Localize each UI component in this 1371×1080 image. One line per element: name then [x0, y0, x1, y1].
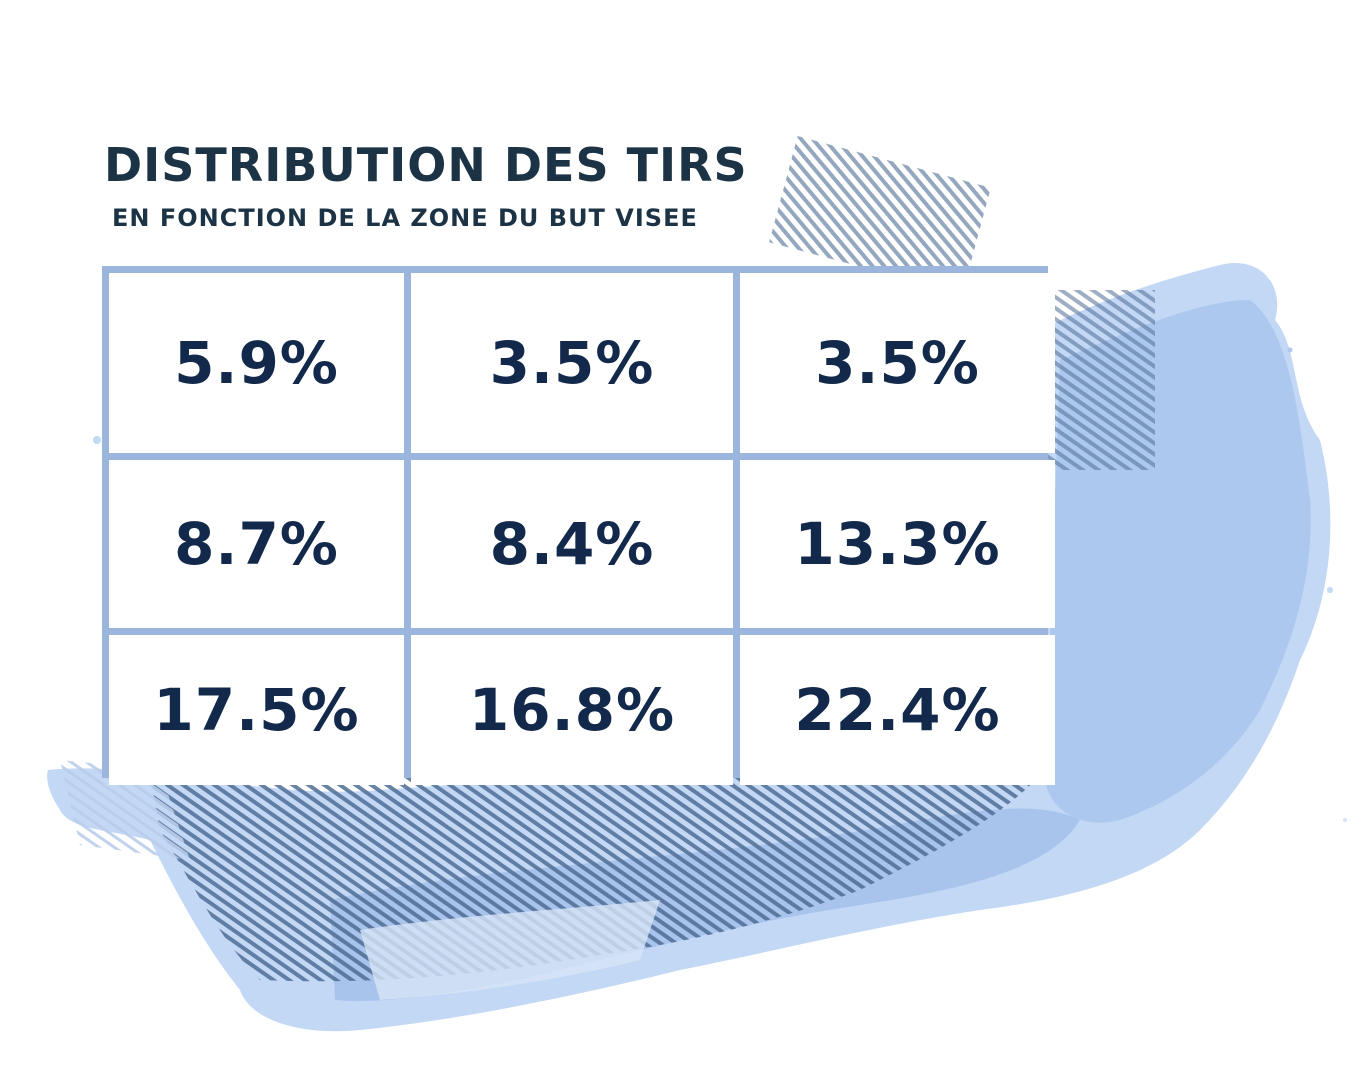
table-cell-top-center: 3.5%	[411, 273, 733, 453]
table-cell-middle-right: 13.3%	[740, 460, 1055, 628]
goal-zone-table: 5.9% 3.5% 3.5% 8.7% 8.4% 13.3% 17.5% 16.…	[102, 266, 1055, 785]
table-cell-middle-center: 8.4%	[411, 460, 733, 628]
cell-value-top-center: 3.5%	[489, 329, 655, 397]
cell-value-top-left: 5.9%	[174, 329, 339, 397]
table-cell-top-right: 3.5%	[740, 273, 1055, 453]
cell-value-top-right: 3.5%	[815, 329, 980, 397]
table-cell-top-left: 5.9%	[109, 273, 404, 453]
page-title: DISTRIBUTION DES TIRS	[104, 138, 748, 192]
cell-value-bottom-center: 16.8%	[468, 676, 676, 744]
cell-value-bottom-right: 22.4%	[794, 676, 1001, 744]
page-subtitle: EN FONCTION DE LA ZONE DU BUT VISEE	[112, 204, 698, 232]
table-cell-bottom-center: 16.8%	[411, 635, 733, 785]
cell-value-middle-left: 8.7%	[174, 510, 339, 578]
cell-value-middle-center: 8.4%	[489, 510, 655, 578]
cell-value-middle-right: 13.3%	[794, 510, 1001, 578]
table-cell-bottom-right: 22.4%	[740, 635, 1055, 785]
table-cell-middle-left: 8.7%	[109, 460, 404, 628]
cell-value-bottom-left: 17.5%	[153, 676, 360, 744]
table-cell-bottom-left: 17.5%	[109, 635, 404, 785]
